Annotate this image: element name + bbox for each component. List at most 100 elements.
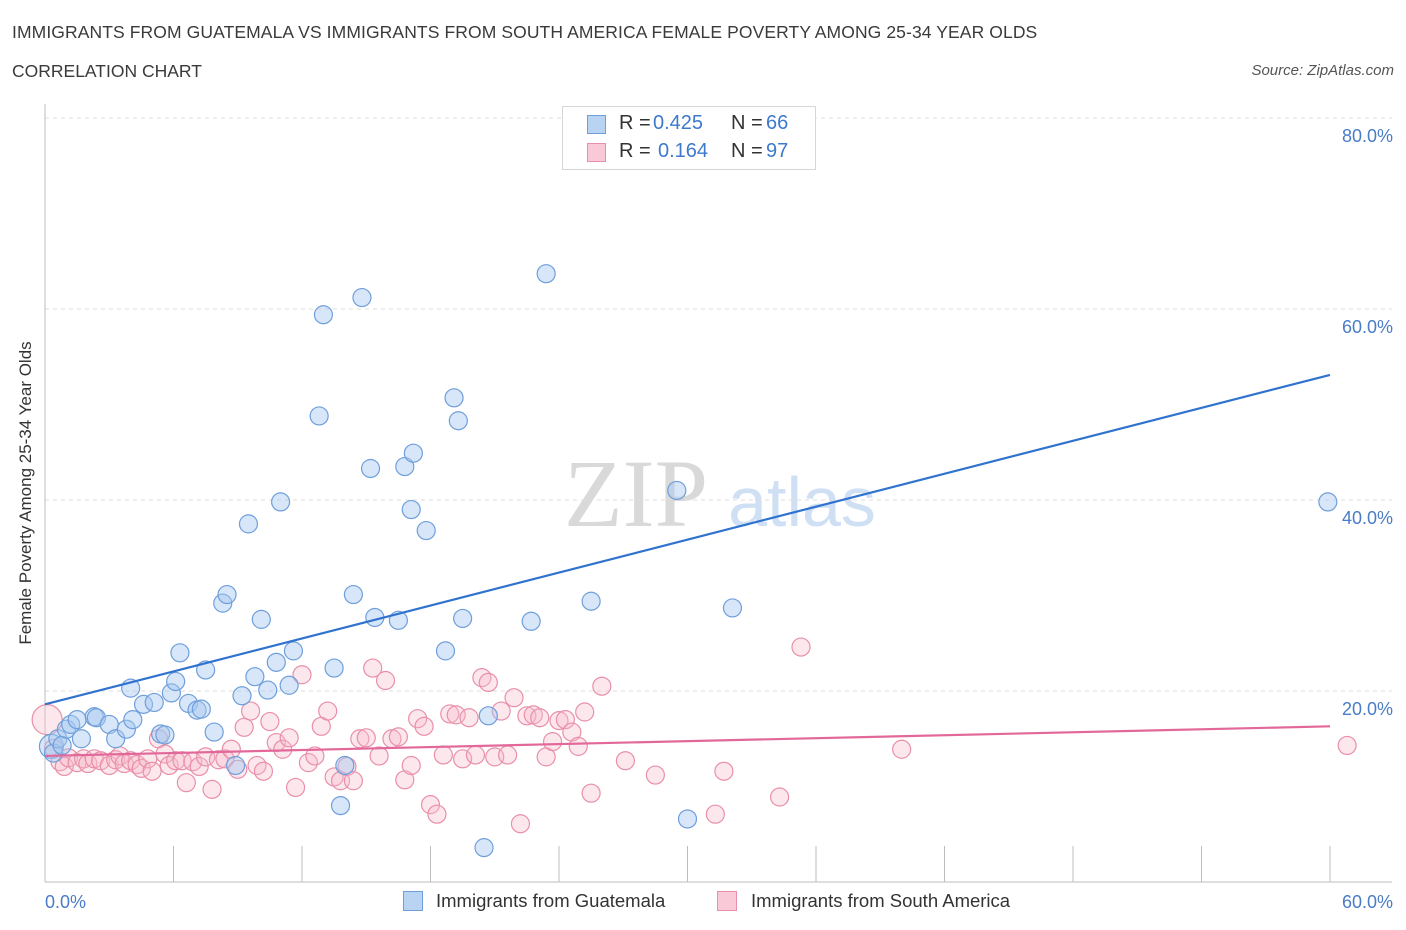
data-point-south-america <box>202 779 222 799</box>
data-point-guatemala <box>521 611 541 631</box>
data-point-south-america <box>241 701 261 721</box>
data-point-guatemala <box>313 305 334 325</box>
n-label: N = <box>731 140 763 162</box>
data-point-guatemala <box>204 722 224 742</box>
data-point-south-america <box>54 756 74 777</box>
data-point-guatemala <box>330 795 351 816</box>
data-point-south-america <box>285 777 306 798</box>
data-point-south-america <box>892 739 912 759</box>
data-point-south-america <box>253 761 274 781</box>
x-tick-label-max: 60.0% <box>1342 892 1393 912</box>
data-point-guatemala <box>166 671 186 692</box>
data-point-south-america <box>375 670 396 691</box>
trendline-guatemala <box>44 373 1331 706</box>
data-point-south-america <box>440 704 460 724</box>
data-point-guatemala <box>478 706 498 726</box>
data-point-south-america <box>234 717 254 737</box>
data-point-guatemala <box>474 838 494 858</box>
data-point-guatemala <box>106 729 126 749</box>
y-tick-label: 40.0% <box>1342 508 1393 528</box>
data-point-guatemala <box>170 643 190 663</box>
data-point-south-america <box>769 787 790 807</box>
x-tick-label-min: 0.0% <box>45 892 86 912</box>
data-point-south-america <box>221 739 241 759</box>
data-point-guatemala <box>71 729 92 749</box>
data-point-south-america <box>343 771 363 791</box>
data-point-south-america <box>504 688 524 708</box>
data-point-guatemala <box>266 652 286 672</box>
y-tick-labels: 20.0% 40.0% 60.0% 80.0% <box>1342 126 1393 719</box>
data-point-south-america <box>427 804 447 824</box>
data-point-guatemala <box>677 809 698 829</box>
data-point-guatemala <box>444 388 464 408</box>
n-value: 97 <box>766 140 789 162</box>
data-point-guatemala <box>453 608 473 629</box>
r-label: R = <box>619 140 651 162</box>
data-point-south-america <box>549 711 569 731</box>
data-point-south-america <box>453 749 473 769</box>
gridlines <box>45 117 1392 692</box>
data-point-guatemala <box>283 641 304 661</box>
data-point-guatemala <box>403 443 423 463</box>
data-point-guatemala <box>416 520 436 541</box>
data-point-guatemala <box>536 264 556 284</box>
data-point-south-america <box>408 709 428 729</box>
data-point-guatemala <box>360 458 381 479</box>
data-point-guatemala <box>581 591 601 611</box>
data-point-south-america <box>433 745 453 765</box>
data-point-south-america <box>562 722 582 742</box>
data-point-guatemala <box>161 683 181 703</box>
data-point-south-america <box>575 702 595 722</box>
data-point-south-america <box>459 708 479 728</box>
data-point-guatemala <box>251 609 271 629</box>
source-label: Source: ZipAtlas.com <box>1251 62 1394 79</box>
legend-label-south-america: Immigrants from South America <box>751 890 1011 911</box>
data-point-guatemala <box>116 719 136 739</box>
y-axis-label: Female Poverty Among 25-34 Year Olds <box>16 341 35 645</box>
data-point-guatemala <box>217 584 237 605</box>
data-point-south-america <box>615 751 635 771</box>
data-point-south-america <box>142 761 162 781</box>
data-point-guatemala <box>309 406 329 426</box>
y-tick-label: 60.0% <box>1342 317 1393 337</box>
chart-subtitle: CORRELATION CHART <box>12 61 202 81</box>
legend-swatch-south-america <box>587 143 606 162</box>
data-point-south-america <box>592 676 612 696</box>
data-point-south-america <box>498 745 518 765</box>
data-point-south-america <box>369 746 389 766</box>
data-point-guatemala <box>196 660 216 680</box>
r-label: R = <box>619 112 651 134</box>
data-point-south-america <box>510 814 531 834</box>
data-point-south-america <box>388 727 408 747</box>
n-label: N = <box>731 112 763 134</box>
data-point-south-america <box>645 765 665 785</box>
data-point-south-america <box>530 708 550 728</box>
data-point-south-america <box>215 749 235 769</box>
data-point-south-america <box>305 746 325 766</box>
data-point-south-america <box>555 710 576 730</box>
data-point-south-america <box>401 755 421 776</box>
data-point-guatemala <box>324 658 344 678</box>
data-point-guatemala <box>401 499 421 520</box>
r-value: 0.164 <box>658 140 709 162</box>
data-point-south-america <box>292 665 312 685</box>
data-point-south-america <box>705 804 725 824</box>
data-point-guatemala <box>270 492 291 512</box>
series-south-america-points <box>31 637 1357 834</box>
data-point-guatemala <box>722 598 743 618</box>
data-point-guatemala <box>238 514 259 534</box>
data-point-south-america <box>260 711 280 732</box>
data-point-south-america <box>279 728 299 748</box>
data-point-guatemala <box>435 641 456 661</box>
data-point-south-america <box>166 751 186 771</box>
data-point-guatemala <box>123 710 143 730</box>
data-point-south-america <box>714 761 734 781</box>
data-point-guatemala <box>245 667 265 687</box>
watermark-atlas: atlas <box>728 463 876 541</box>
data-point-south-america <box>176 773 196 793</box>
legend-swatch-guatemala <box>587 115 606 134</box>
legend-label-guatemala: Immigrants from Guatemala <box>436 890 666 911</box>
data-point-south-america <box>414 716 434 736</box>
data-point-south-america <box>420 795 441 815</box>
trendlines <box>44 373 1331 758</box>
